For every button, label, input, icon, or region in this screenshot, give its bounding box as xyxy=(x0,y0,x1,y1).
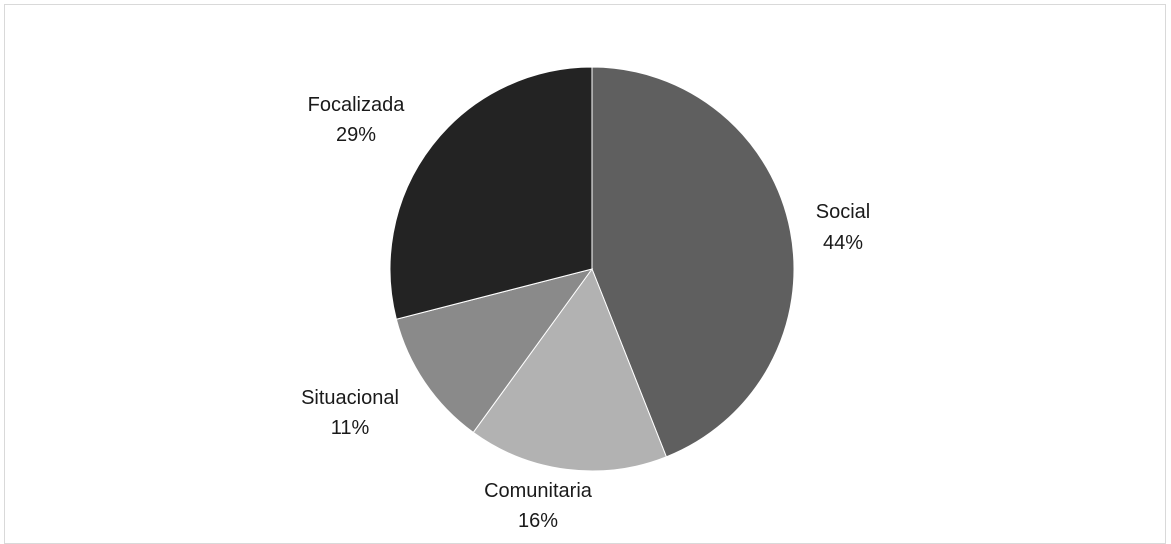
pie-slice-situacional xyxy=(395,268,594,434)
slice-label-focalizada: Focalizada xyxy=(308,94,406,116)
pie-slice-social xyxy=(591,66,795,458)
pie-chart: Social 44% Comunitaria 16% Situacional 11% Foc… xyxy=(301,66,870,531)
pie-labels: Social 44% Comunitaria 16% Situacional 11% Foc… xyxy=(301,94,870,531)
slice-percent-social: 44% xyxy=(823,232,863,254)
slice-percent-focalizada: 29% xyxy=(336,124,376,146)
slice-percent-situacional: 11% xyxy=(331,417,370,439)
pie-slice-focalizada xyxy=(389,66,593,320)
slice-label-situacional: Situacional xyxy=(301,387,399,409)
slice-percent-comunitaria: 16% xyxy=(518,510,558,531)
slice-label-social: Social xyxy=(816,201,870,223)
pie-slice-comunitaria xyxy=(472,267,668,472)
pie-slices xyxy=(389,66,795,472)
slice-label-comunitaria: Comunitaria xyxy=(484,480,593,502)
